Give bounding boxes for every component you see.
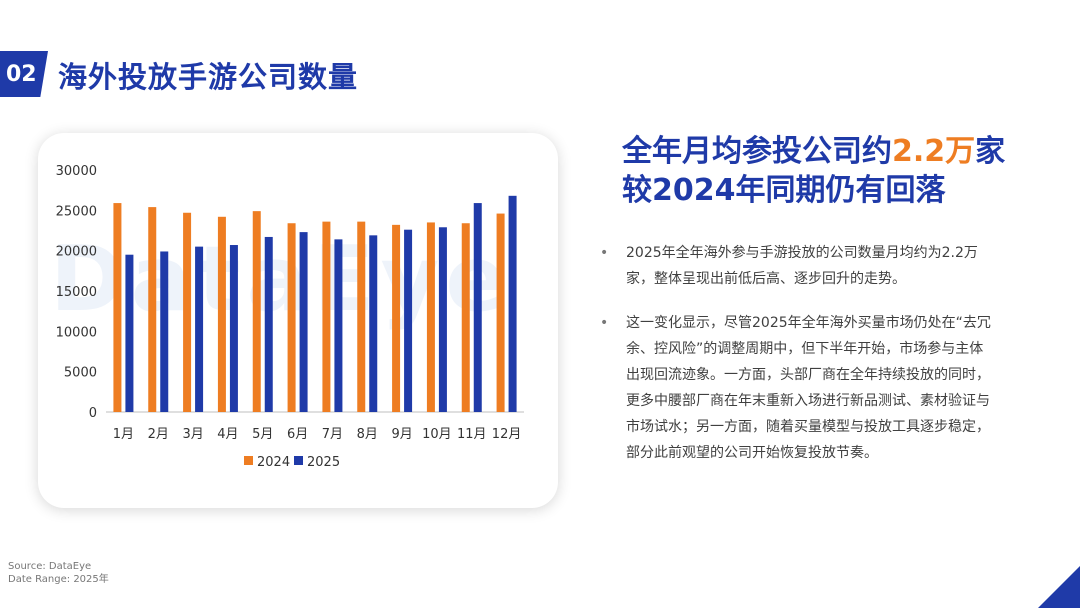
bar-2025 (125, 254, 134, 412)
bullet-text: 2025年全年海外参与手游投放的公司数量月均约为2.2万家，整体呈现出前低后高、… (626, 245, 978, 287)
headline-prefix: 全年月均参投公司约 (622, 134, 892, 169)
bar-2025 (229, 245, 238, 412)
y-tick-label: 0 (89, 406, 97, 421)
bar-2025 (334, 239, 343, 412)
date-range-line: Date Range: 2025年 (8, 574, 109, 585)
bar-2025 (160, 251, 169, 412)
x-tick-label: 10月 (422, 427, 452, 442)
headline-line-1: 全年月均参投公司约2.2万家 (622, 132, 1005, 171)
bullet-dot-icon: • (600, 245, 609, 261)
x-tick-label: 9月 (391, 427, 412, 442)
bar-2025 (264, 236, 273, 412)
legend-swatch (244, 456, 253, 465)
legend-label: 2025 (307, 455, 340, 470)
x-tick-label: 12月 (492, 427, 522, 442)
legend-swatch (294, 456, 303, 465)
headline: 全年月均参投公司约2.2万家 较2024年同期仍有回落 (622, 132, 1005, 210)
legend-label: 2024 (257, 455, 290, 470)
bar-2025 (195, 246, 204, 412)
y-tick-label: 30000 (56, 164, 97, 179)
headline-line-2: 较2024年同期仍有回落 (622, 173, 946, 208)
bullet-item: • 2025年全年海外参与手游投放的公司数量月均约为2.2万家，整体呈现出前低后… (600, 240, 995, 292)
bar-2024 (148, 207, 157, 412)
bar-2024 (461, 223, 470, 412)
x-tick-label: 4月 (217, 427, 238, 442)
x-tick-label: 1月 (113, 427, 134, 442)
bar-2024 (496, 213, 505, 412)
bullet-list: • 2025年全年海外参与手游投放的公司数量月均约为2.2万家，整体呈现出前低后… (600, 240, 995, 484)
bullet-dot-icon: • (600, 315, 609, 331)
x-tick-label: 2月 (148, 427, 169, 442)
headline-suffix: 家 (975, 134, 1006, 169)
bar-2025 (473, 203, 482, 412)
bullet-text: 这一变化显示，尽管2025年全年海外买量市场仍处在“去冗余、控风险”的调整周期中… (626, 315, 991, 461)
bar-2025 (404, 229, 413, 412)
x-tick-label: 11月 (457, 427, 487, 442)
bar-2025 (299, 232, 308, 412)
section-number: 02 (6, 61, 37, 87)
bullet-item: • 这一变化显示，尽管2025年全年海外买量市场仍处在“去冗余、控风险”的调整周… (600, 310, 995, 466)
y-tick-label: 5000 (64, 366, 97, 381)
bar-2024 (183, 212, 192, 412)
y-tick-label: 10000 (56, 325, 97, 340)
bar-2025 (508, 195, 517, 412)
y-tick-label: 20000 (56, 245, 97, 260)
section-number-badge: 02 (0, 51, 48, 97)
x-tick-label: 3月 (182, 427, 203, 442)
headline-highlight: 2.2万 (892, 134, 976, 169)
x-tick-label: 5月 (252, 427, 273, 442)
y-tick-label: 25000 (56, 204, 97, 219)
bar-2024 (287, 223, 296, 412)
source-line: Source: DataEye (8, 561, 92, 572)
bar-2024 (252, 211, 261, 412)
bar-2025 (438, 227, 447, 412)
bar-2024 (113, 203, 122, 412)
source-note: Source: DataEye Date Range: 2025年 (8, 560, 109, 586)
chart-card (38, 133, 558, 508)
x-tick-label: 7月 (322, 427, 343, 442)
x-tick-label: 8月 (357, 427, 378, 442)
bar-2024 (426, 222, 435, 412)
section-title: 海外投放手游公司数量 (58, 60, 359, 94)
y-tick-label: 15000 (56, 285, 97, 300)
bar-chart: 0 5000 10000 15000 20000 25000 30000 1月 2月 3月 4月 5月… (56, 164, 524, 470)
bar-2024 (392, 224, 401, 412)
bar-2024 (217, 216, 226, 412)
x-tick-label: 6月 (287, 427, 308, 442)
corner-decoration (1038, 566, 1080, 608)
bar-2024 (322, 221, 331, 412)
bar-2024 (357, 221, 366, 412)
bar-2025 (369, 235, 378, 412)
